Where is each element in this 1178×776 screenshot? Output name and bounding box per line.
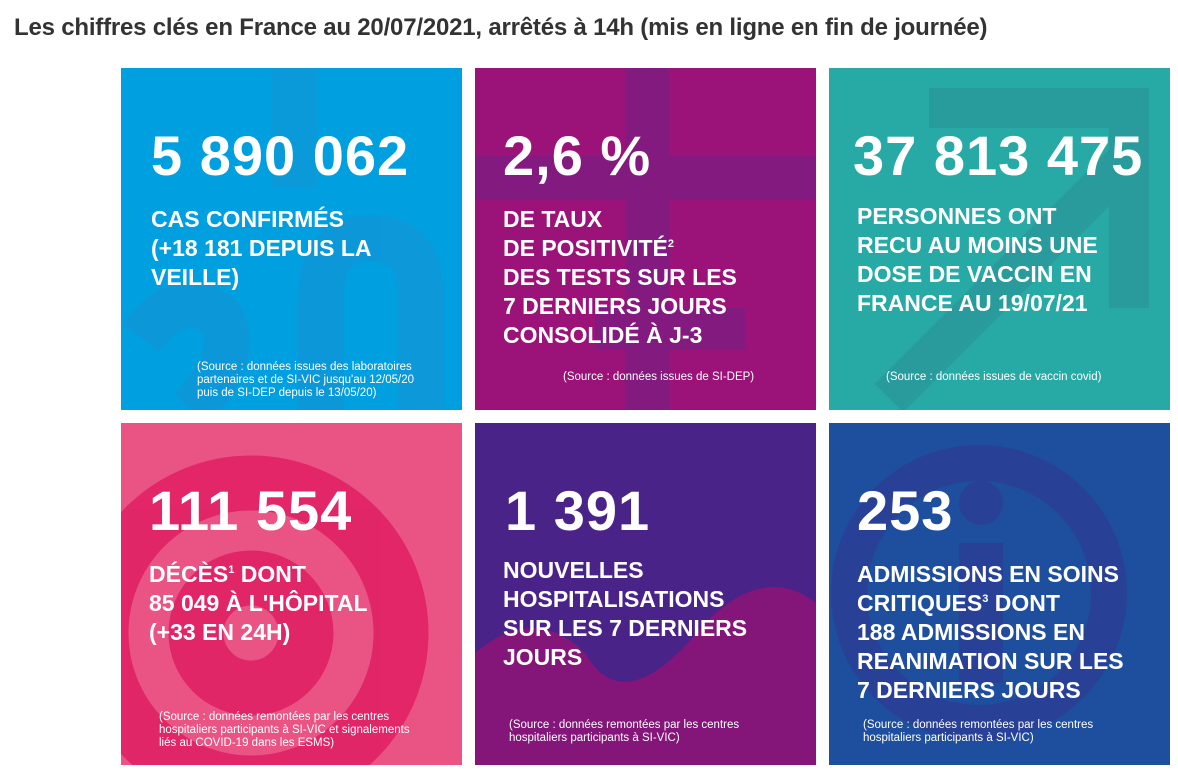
tile-confirmed-cases: 5 890 062 CAS CONFIRMÉS (+18 181 DEPUIS … (121, 68, 462, 410)
critical-care-value: 253 (857, 479, 954, 542)
tile-background-graphic (831, 445, 1127, 741)
confirmed-cases-value: 5 890 062 (151, 124, 410, 187)
tile-deaths: 111 554 DÉCÈS1 DONT 85 049 À L'HÔPITAL (… (121, 423, 462, 765)
footnote-1: 1 (228, 564, 235, 576)
confirmed-cases-source: (Source : données issues des laboratoire… (197, 361, 415, 399)
vaccinated-value: 37 813 475 (853, 124, 1144, 187)
confirmed-cases-description: CAS CONFIRMÉS (+18 181 DEPUIS LA VEILLE) (151, 206, 372, 290)
hospitalisations-value: 1 391 (505, 479, 651, 542)
positivity-rate-description: DE TAUX DE POSITIVITÉ2 DES TESTS SUR LES… (503, 206, 737, 348)
tile-hospitalisations: 1 391 NOUVELLES HOSPITALISATIONS SUR LES… (475, 423, 816, 765)
tile-background-graphic (121, 455, 429, 765)
tile-background-graphic (475, 68, 816, 410)
hospitalisations-source: (Source : données remontées par les cent… (509, 719, 740, 744)
deaths-source: (Source : données remontées par les cent… (159, 711, 410, 749)
footnote-2: 2 (667, 238, 674, 250)
deaths-description: DÉCÈS1 DONT 85 049 À L'HÔPITAL (+33 EN 2… (149, 561, 368, 645)
deaths-value: 111 554 (149, 479, 353, 542)
tile-background-graphic (122, 68, 444, 410)
tile-vaccinated: 37 813 475 PERSONNES ONT RECU AU MOINS U… (829, 68, 1170, 410)
critical-care-source: (Source : données remontées par les cent… (863, 719, 1094, 744)
vaccinated-description: PERSONNES ONT RECU AU MOINS UNE DOSE DE … (857, 203, 1098, 316)
tile-background-graphic (475, 587, 816, 765)
tile-background-graphic (874, 88, 1149, 410)
vaccinated-source: (Source : données issues de vaccin covid… (886, 371, 1102, 383)
tile-positivity-rate: 2,6 % DE TAUX DE POSITIVITÉ2 DES TESTS S… (475, 68, 816, 410)
hospitalisations-description: NOUVELLES HOSPITALISATIONS SUR LES 7 DER… (503, 557, 748, 670)
footnote-3: 3 (982, 593, 989, 605)
positivity-rate-value: 2,6 % (503, 124, 652, 187)
positivity-rate-source: (Source : données issues de SI-DEP) (563, 371, 755, 383)
critical-care-description: ADMISSIONS EN SOINS CRITIQUES3 DONT 188 … (857, 561, 1124, 703)
page-title: Les chiffres clés en France au 20/07/202… (14, 14, 988, 41)
tile-critical-care: 253 ADMISSIONS EN SOINS CRITIQUES3 DONT … (829, 423, 1170, 765)
